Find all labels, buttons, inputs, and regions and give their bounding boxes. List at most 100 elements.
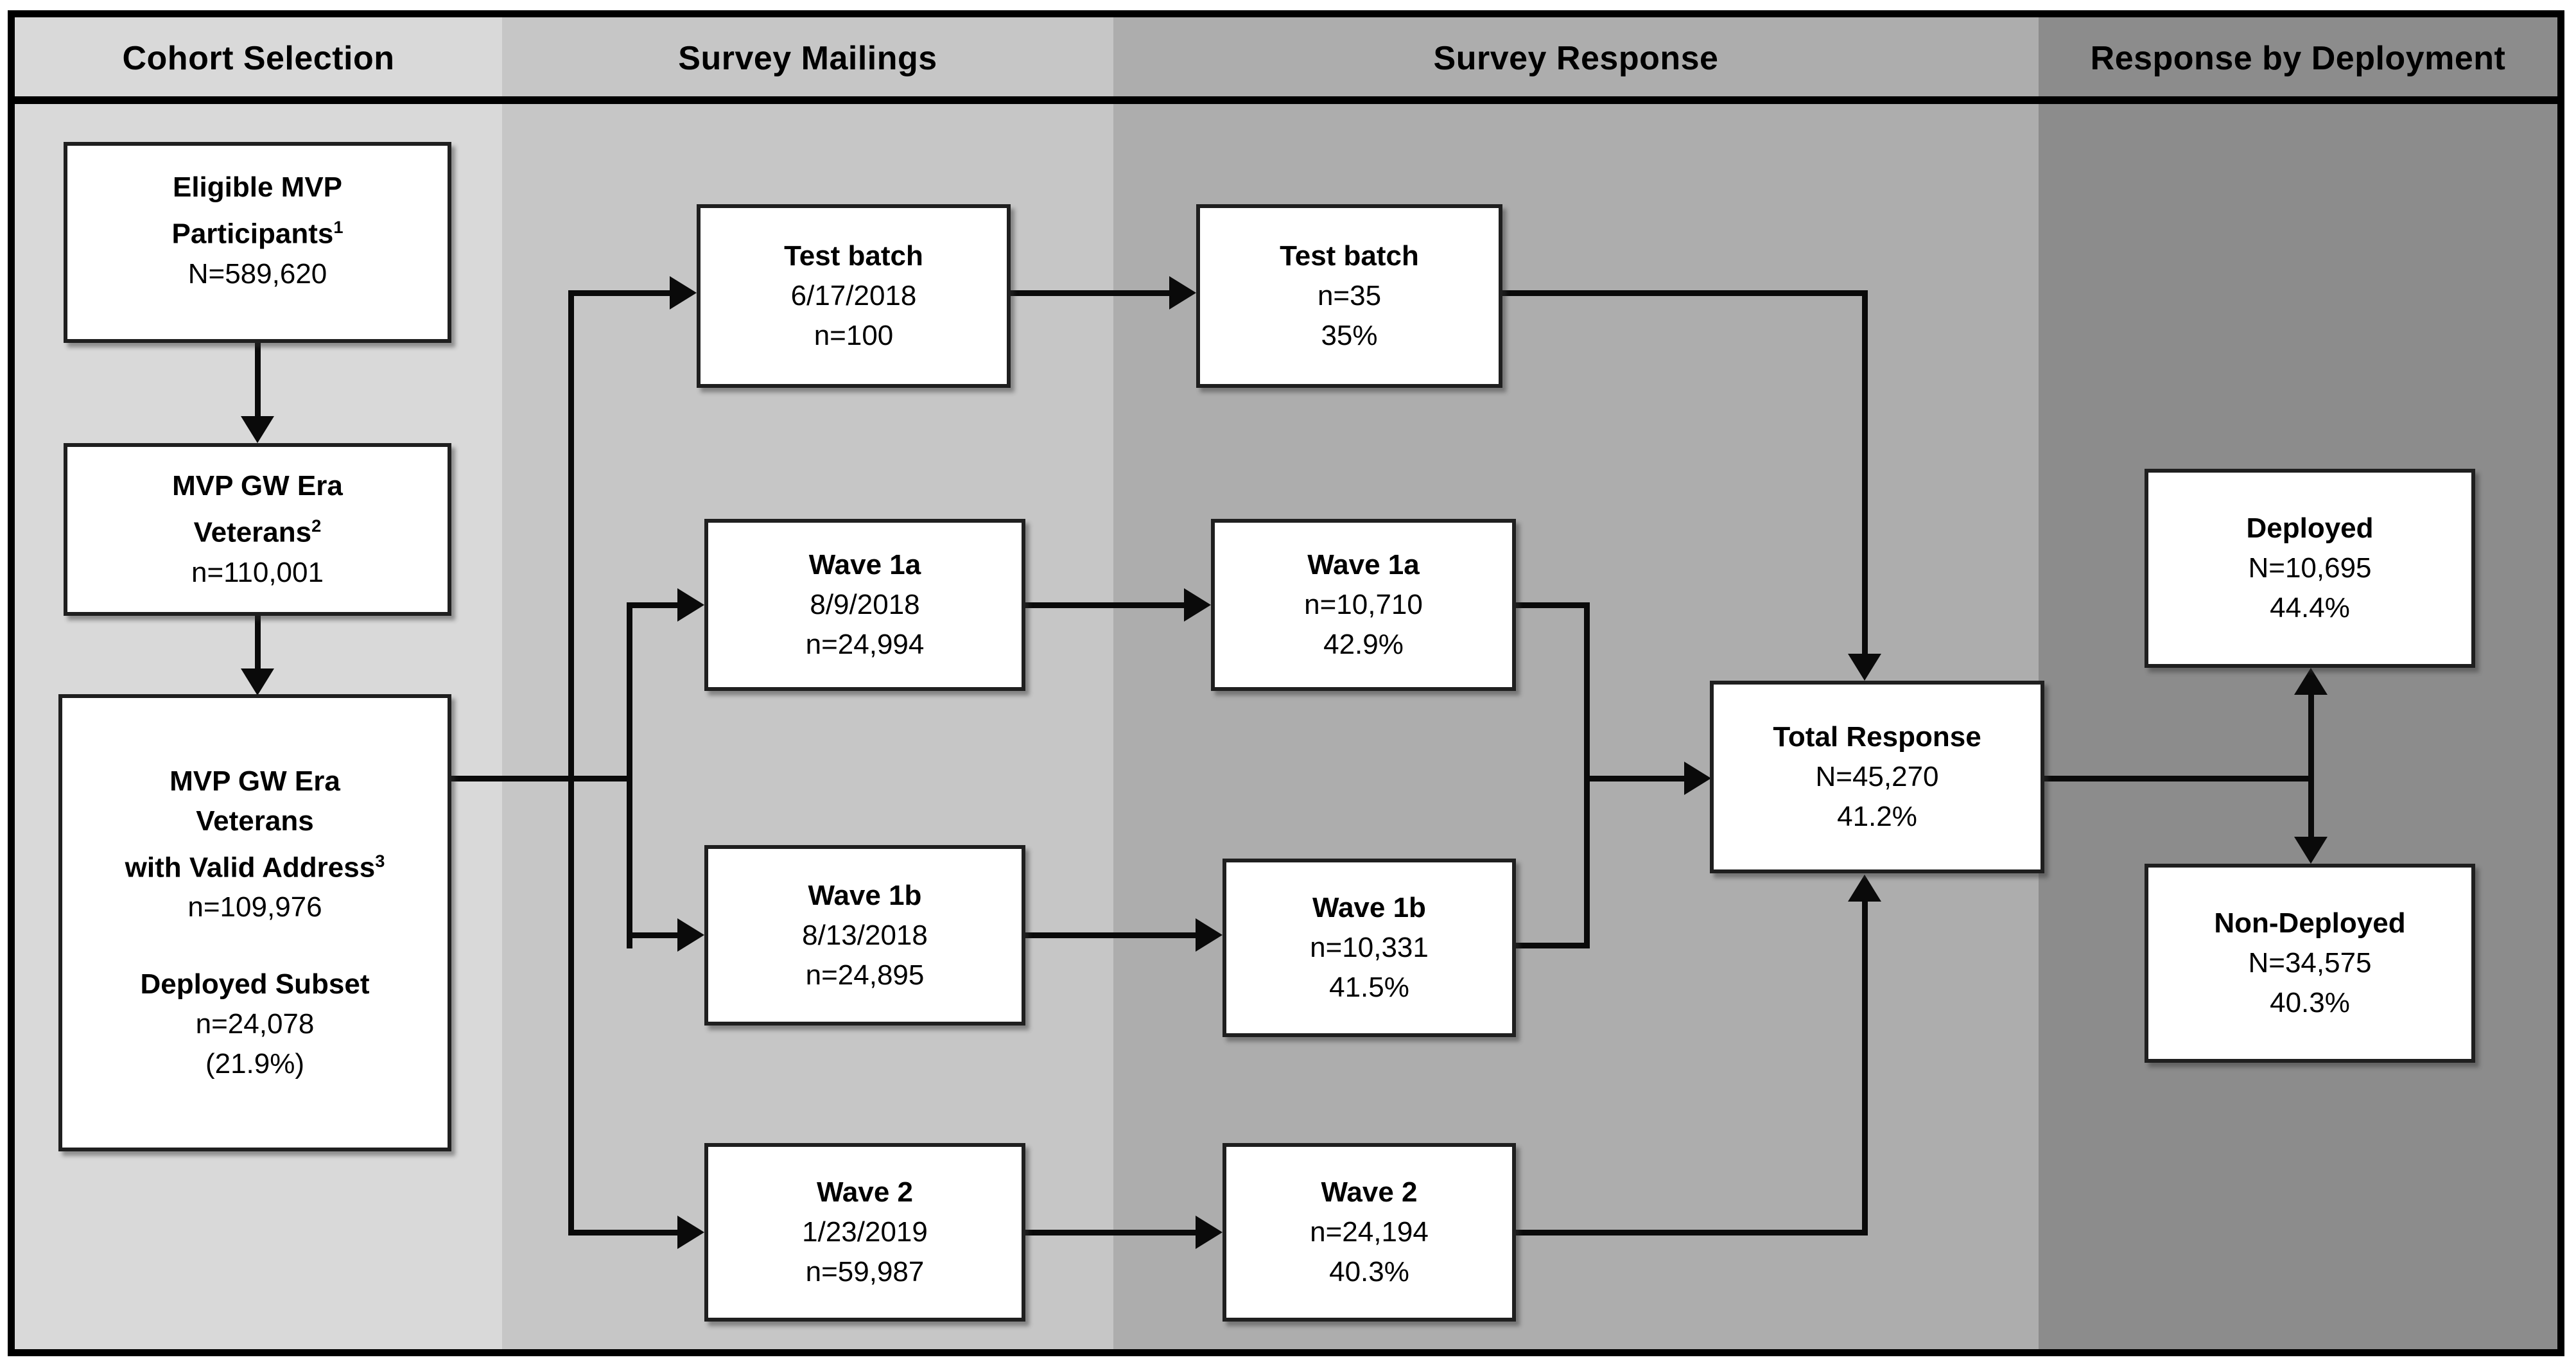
box-title: Wave 1b bbox=[808, 879, 922, 911]
box-deployed: Deployed N=10,695 44.4% bbox=[2145, 469, 2475, 668]
box-count: n=24,194 bbox=[1310, 1216, 1429, 1248]
box-title: Eligible MVP bbox=[172, 171, 343, 203]
connector-trunk-outer bbox=[568, 290, 574, 1236]
connector-testbatch-to-total-h bbox=[1502, 290, 1865, 296]
box-title: Veterans2 bbox=[193, 516, 322, 548]
connector-testbatch-to-total-v bbox=[1862, 290, 1868, 654]
arrowhead-down-validaddress bbox=[241, 668, 274, 695]
connector-mail-to-resp-wave1b bbox=[1025, 932, 1196, 938]
box-title: Test batch bbox=[1280, 240, 1419, 272]
box-percent: 41.2% bbox=[1837, 801, 1917, 832]
box-count: n=110,001 bbox=[191, 556, 324, 588]
box-response-wave-1a: Wave 1a n=10,710 42.9% bbox=[1211, 519, 1516, 691]
box-count: n=109,976 bbox=[187, 891, 322, 923]
connector-mail-to-resp-wave2 bbox=[1025, 1230, 1196, 1236]
box-title: Veterans bbox=[196, 805, 314, 837]
connector-wave1b-to-merge bbox=[1516, 943, 1590, 948]
box-date: 8/9/2018 bbox=[810, 589, 920, 620]
connector-branch-wave1a bbox=[629, 602, 677, 608]
box-title: Wave 1a bbox=[1307, 549, 1420, 581]
header-survey-response: Survey Response bbox=[1433, 40, 1719, 77]
box-date: 1/23/2019 bbox=[802, 1216, 928, 1248]
box-title: Wave 2 bbox=[816, 1176, 913, 1208]
arrowhead-down-gwera bbox=[241, 416, 274, 443]
box-response-wave-2: Wave 2 n=24,194 40.3% bbox=[1223, 1143, 1516, 1322]
box-percent: 40.3% bbox=[2270, 987, 2350, 1018]
arrowhead-up-total bbox=[1848, 875, 1881, 902]
box-percent: 35% bbox=[1321, 320, 1378, 351]
box-mailing-test-batch: Test batch 6/17/2018 n=100 bbox=[697, 204, 1011, 388]
box-count: N=10,695 bbox=[2248, 552, 2372, 584]
box-title: Participants1 bbox=[171, 217, 344, 250]
box-non-deployed: Non-Deployed N=34,575 40.3% bbox=[2145, 864, 2475, 1063]
box-percent: 42.9% bbox=[1323, 629, 1404, 660]
box-date: 8/13/2018 bbox=[802, 919, 928, 951]
box-mailing-wave-1a: Wave 1a 8/9/2018 n=24,994 bbox=[704, 519, 1025, 691]
arrowhead-down-nondeployed bbox=[2294, 837, 2328, 864]
box-title: Total Response bbox=[1773, 721, 1981, 753]
box-total-response: Total Response N=45,270 41.2% bbox=[1710, 681, 2044, 873]
header-survey-mailings: Survey Mailings bbox=[678, 40, 937, 77]
arrowhead-right-mail-testbatch bbox=[670, 276, 697, 310]
box-count: n=10,331 bbox=[1310, 932, 1429, 963]
box-count: n=35 bbox=[1317, 280, 1382, 311]
connector-trunk-inner bbox=[627, 602, 632, 948]
box-count: n=24,895 bbox=[805, 959, 925, 991]
arrowhead-down-total bbox=[1848, 654, 1881, 681]
box-eligible-mvp-participants: Eligible MVP Participants1 N=589,620 bbox=[64, 142, 451, 343]
connector-wave2-to-total-h bbox=[1516, 1230, 1868, 1236]
box-percent: (21.9%) bbox=[205, 1048, 305, 1080]
connector-mail-to-resp-wave1a bbox=[1025, 602, 1184, 608]
footnote-marker: 1 bbox=[333, 217, 344, 237]
box-title: MVP GW Era bbox=[172, 470, 343, 502]
box-response-test-batch: Test batch n=35 35% bbox=[1196, 204, 1502, 388]
arrowhead-right-resp-wave1a bbox=[1184, 588, 1211, 622]
box-count: n=10,710 bbox=[1304, 589, 1423, 620]
arrowhead-up-deployed bbox=[2294, 668, 2328, 695]
connector-mail-to-resp-testbatch bbox=[1011, 290, 1169, 296]
box-mvp-gw-era-veterans: MVP GW Era Veterans2 n=110,001 bbox=[64, 443, 451, 616]
connector-branch-wave1b bbox=[629, 932, 677, 938]
connector-total-to-split bbox=[2044, 776, 2314, 782]
arrowhead-right-mail-wave1b bbox=[677, 918, 704, 952]
footnote-marker: 2 bbox=[311, 516, 322, 536]
header-separator-line bbox=[15, 96, 2557, 104]
arrowhead-right-mail-wave1a bbox=[677, 588, 704, 622]
box-title: Wave 1a bbox=[808, 549, 921, 581]
connector-gwera-to-validaddress bbox=[255, 616, 261, 668]
box-title: with Valid Address3 bbox=[125, 850, 385, 884]
box-title: Deployed bbox=[2246, 512, 2374, 544]
connector-branch-testbatch bbox=[571, 290, 677, 296]
connector-merge-vertical bbox=[1584, 602, 1590, 948]
box-date: 6/17/2018 bbox=[790, 280, 917, 311]
box-percent: 41.5% bbox=[1329, 972, 1409, 1003]
connector-wave2-to-total-v bbox=[1862, 902, 1868, 1236]
box-mailing-wave-1b: Wave 1b 8/13/2018 n=24,895 bbox=[704, 845, 1025, 1026]
box-percent: 40.3% bbox=[1329, 1256, 1409, 1288]
box-title: Wave 1b bbox=[1312, 892, 1426, 923]
box-title: Non-Deployed bbox=[2214, 907, 2406, 939]
box-response-wave-1b: Wave 1b n=10,331 41.5% bbox=[1223, 859, 1516, 1037]
connector-split-vertical bbox=[2308, 695, 2314, 838]
connector-validaddress-main bbox=[451, 776, 632, 782]
header-cohort-selection: Cohort Selection bbox=[122, 40, 395, 77]
connector-merge-to-total bbox=[1587, 776, 1684, 782]
connector-branch-wave2 bbox=[571, 1230, 677, 1236]
box-count: N=45,270 bbox=[1815, 761, 1939, 792]
footnote-marker: 3 bbox=[375, 850, 385, 871]
box-count: n=100 bbox=[814, 320, 894, 351]
box-count: n=59,987 bbox=[805, 1256, 925, 1288]
box-percent: 44.4% bbox=[2270, 592, 2350, 624]
box-mailing-wave-2: Wave 2 1/23/2019 n=59,987 bbox=[704, 1143, 1025, 1322]
box-title: Wave 2 bbox=[1321, 1176, 1418, 1208]
box-count: N=589,620 bbox=[187, 258, 327, 290]
box-veterans-valid-address: MVP GW Era Veterans with Valid Address3 … bbox=[58, 694, 451, 1151]
box-subtitle-deployed-subset: Deployed Subset bbox=[140, 968, 370, 1000]
connector-eligible-to-gwera bbox=[255, 343, 261, 416]
header-response-by-deployment: Response by Deployment bbox=[2090, 40, 2506, 77]
arrowhead-right-mail-wave2 bbox=[677, 1216, 704, 1249]
arrowhead-right-resp-wave2 bbox=[1196, 1216, 1223, 1249]
connector-wave1a-to-merge bbox=[1516, 602, 1590, 608]
arrowhead-right-resp-testbatch bbox=[1169, 276, 1196, 310]
